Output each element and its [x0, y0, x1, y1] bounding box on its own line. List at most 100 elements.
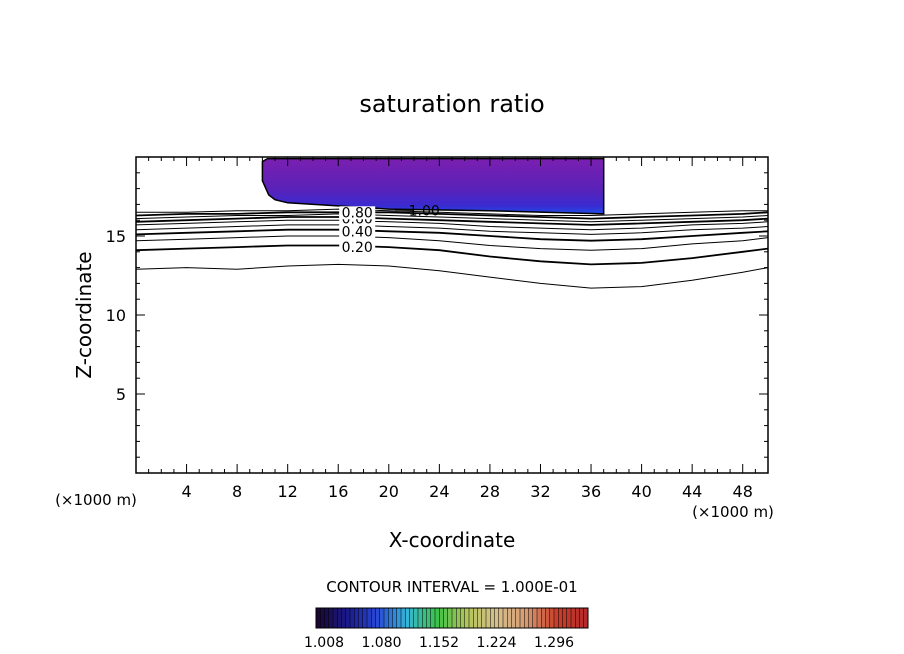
contour-labels: 0.200.400.600.80 1.00 — [339, 204, 440, 256]
colorbar-cell — [320, 608, 325, 628]
colorbar-cell — [545, 608, 551, 628]
colorbar-cell — [532, 608, 538, 628]
colorbar-cell — [430, 608, 436, 628]
x-tick-label: 24 — [429, 482, 449, 501]
colorbar-cell — [583, 608, 589, 628]
colorbar-cell — [426, 608, 432, 628]
colorbar-cell — [345, 608, 351, 628]
colorbar-cell — [554, 608, 559, 628]
x-tick-label: 44 — [682, 482, 702, 501]
x-tick-label: 4 — [181, 482, 191, 501]
y-axis-label: Z-coordinate — [72, 251, 96, 378]
x-tick-label: 48 — [733, 482, 753, 501]
colorbar-cell — [422, 608, 427, 628]
colorbar-cell — [324, 608, 330, 628]
y-tick-label: 15 — [106, 227, 126, 246]
colorbar-cell — [486, 608, 491, 628]
colorbar-cell — [341, 608, 347, 628]
colorbar-cell — [439, 608, 444, 628]
colorbar-cell — [515, 608, 521, 628]
colorbar-cell — [456, 608, 461, 628]
colorbar-cell — [388, 608, 393, 628]
x-unit-left: (×1000 m) — [55, 491, 137, 509]
contour-lines — [136, 208, 768, 289]
contour-label: 0.20 — [342, 240, 373, 256]
contour-line — [136, 213, 768, 223]
colorbar-cell — [520, 608, 525, 628]
colorbar-tick-label: 1.080 — [361, 635, 401, 651]
colorbar-cell — [498, 608, 504, 628]
contour-line — [136, 235, 768, 251]
colorbar-cell — [375, 608, 381, 628]
x-tick-label: 32 — [530, 482, 550, 501]
contour-line — [136, 211, 768, 220]
colorbar-cell — [358, 608, 364, 628]
contour-label: 0.40 — [342, 224, 373, 240]
colorbar-cell — [328, 608, 334, 628]
contour-line — [136, 244, 768, 266]
contour-interval-label: CONTOUR INTERVAL = 1.000E-01 — [326, 578, 577, 596]
colorbar-cell — [549, 608, 555, 628]
contour-label-bg — [339, 206, 376, 220]
colorbar-cell — [413, 608, 419, 628]
colorbar-cell — [396, 608, 402, 628]
colorbar-cell — [350, 608, 355, 628]
colorbar-cell — [524, 608, 529, 628]
x-axis-label: X-coordinate — [389, 528, 516, 552]
colorbar-cell — [435, 608, 440, 628]
contour-label: 0.80 — [342, 205, 373, 221]
colorbar-cell — [333, 608, 338, 628]
colorbar-cell — [558, 608, 563, 628]
x-tick-label: 28 — [480, 482, 500, 501]
colorbar-cell — [469, 608, 474, 628]
contour-line — [136, 228, 768, 242]
colorbar-tick-label: 1.008 — [304, 635, 344, 651]
x-tick-label: 40 — [631, 482, 651, 501]
y-tick-label: 10 — [106, 306, 126, 325]
colorbar-cell — [490, 608, 495, 628]
colorbar-cell — [316, 608, 321, 628]
x-tick-label: 8 — [232, 482, 242, 501]
colorbar-tick-label: 1.152 — [419, 635, 459, 651]
contour-label-bg — [339, 225, 376, 239]
colorbar-cell — [418, 608, 423, 628]
colorbar-cell — [409, 608, 415, 628]
colorbar-cell — [384, 608, 389, 628]
colorbar-cell — [481, 608, 487, 628]
x-tick-label: 20 — [379, 482, 399, 501]
x-tick-label: 16 — [328, 482, 348, 501]
contour-line — [136, 219, 768, 231]
colorbar-cell — [362, 608, 368, 628]
colorbar-cell — [503, 608, 508, 628]
colorbar-cell — [401, 608, 406, 628]
colorbar-cell — [537, 608, 542, 628]
contour-line — [136, 216, 768, 226]
colorbar-cell — [528, 608, 534, 628]
colorbar-cell — [405, 608, 410, 628]
colorbar-tick-label: 1.296 — [534, 635, 574, 651]
colorbar: 1.008 1.080 1.152 1.224 1.296 — [304, 607, 589, 651]
colorbar-cell — [562, 608, 568, 628]
colorbar-cell — [447, 608, 453, 628]
colorbar-cell — [477, 608, 483, 628]
chart-title: saturation ratio — [359, 90, 544, 118]
contour-label: 1.00 — [409, 204, 440, 220]
colorbar-cell — [511, 608, 517, 628]
colorbar-cell — [371, 608, 376, 628]
contour-line — [136, 263, 768, 289]
supersaturated-region — [261, 157, 605, 215]
x-tick-label: 36 — [581, 482, 601, 501]
colorbar-cell — [354, 608, 359, 628]
colorbar-cell — [460, 608, 466, 628]
colorbar-cell — [566, 608, 572, 628]
colorbar-cell — [541, 608, 546, 628]
colorbar-cell — [494, 608, 500, 628]
colorbar-frame — [315, 607, 589, 629]
colorbar-cell — [392, 608, 398, 628]
x-unit-right: (×1000 m) — [692, 503, 774, 521]
colorbar-cell — [473, 608, 478, 628]
y-tick-label: 5 — [116, 385, 126, 404]
x-tick-label: 12 — [278, 482, 298, 501]
